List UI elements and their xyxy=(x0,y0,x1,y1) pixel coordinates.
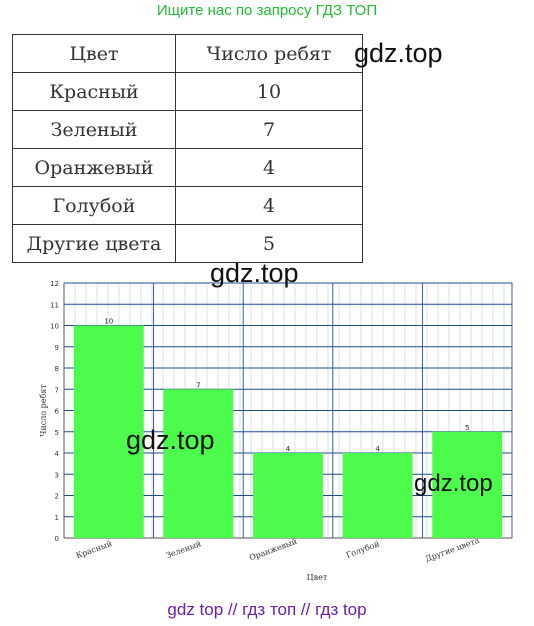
table-cell-color: Оранжевый xyxy=(12,148,176,187)
y-tick-label: 3 xyxy=(55,471,59,479)
table-cell-color: Зеленый xyxy=(12,110,176,149)
bar-chart: 012345678910111210Красный7Зеленый4Оранже… xyxy=(39,280,513,582)
bar xyxy=(342,453,413,538)
table-cell-color: Красный xyxy=(12,72,176,111)
x-tick-label: Оранжевый xyxy=(248,537,298,563)
data-table: Цвет Число ребят Красный 10 Зеленый 7 Ор… xyxy=(12,34,363,263)
y-tick-label: 5 xyxy=(55,429,59,437)
table-row: Другие цвета 5 xyxy=(12,224,363,263)
table-cell-color: Другие цвета xyxy=(12,224,176,263)
y-tick-label: 10 xyxy=(50,323,59,331)
bar xyxy=(163,389,234,538)
watermark: gdz.top xyxy=(414,470,493,497)
y-tick-label: 8 xyxy=(55,365,59,373)
y-tick-label: 1 xyxy=(55,514,59,522)
y-tick-label: 6 xyxy=(55,408,60,416)
data-label: 4 xyxy=(375,445,380,453)
data-label: 4 xyxy=(286,445,291,453)
y-tick-label: 7 xyxy=(55,386,59,394)
table-row: Красный 10 xyxy=(12,72,363,111)
bar xyxy=(253,453,323,538)
x-tick-label: Красный xyxy=(75,539,113,560)
table-cell-color: Голубой xyxy=(12,186,176,225)
table-header-row: Цвет Число ребят xyxy=(12,34,363,73)
watermark: gdz.top xyxy=(210,258,299,288)
x-tick-label: Зеленый xyxy=(165,539,202,560)
y-tick-label: 4 xyxy=(55,450,60,458)
column-header-count: Число ребят xyxy=(175,34,363,73)
x-tick-label: Другие цвета xyxy=(424,536,481,564)
table-cell-count: 4 xyxy=(175,186,363,225)
data-label: 10 xyxy=(104,318,113,326)
footer-links: gdz top // гдз топ // гдз top xyxy=(167,600,367,619)
x-axis-title: Цвет xyxy=(307,573,328,582)
bar xyxy=(73,325,144,538)
table-cell-count: 5 xyxy=(175,224,363,263)
watermark: gdz.top xyxy=(354,38,443,68)
table-cell-count: 4 xyxy=(175,148,363,187)
column-header-color: Цвет xyxy=(12,34,176,73)
data-label: 7 xyxy=(196,381,200,389)
table-cell-count: 7 xyxy=(175,110,363,149)
data-label: 5 xyxy=(465,424,469,432)
y-axis-title: Число ребят xyxy=(39,384,48,437)
y-tick-label: 9 xyxy=(55,344,59,352)
search-banner: Ищите нас по запросу ГДЗ ТОП xyxy=(156,2,378,19)
table-row: Зеленый 7 xyxy=(12,110,363,149)
table-row: Голубой 4 xyxy=(12,186,363,225)
y-tick-label: 12 xyxy=(50,280,59,288)
table-cell-count: 10 xyxy=(175,72,363,111)
bar xyxy=(432,431,503,538)
table-row: Оранжевый 4 xyxy=(12,148,363,187)
y-tick-label: 11 xyxy=(50,301,59,309)
x-tick-label: Голубой xyxy=(345,539,381,559)
y-tick-label: 0 xyxy=(55,535,59,543)
y-tick-label: 2 xyxy=(55,493,59,501)
watermark: gdz.top xyxy=(126,425,215,455)
